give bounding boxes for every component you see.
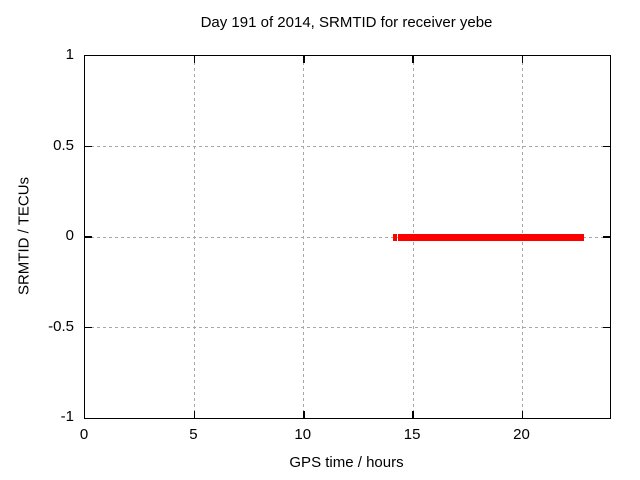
series-segment-srmtid xyxy=(393,233,397,241)
x-tick-top xyxy=(521,56,524,63)
x-tick-label: 0 xyxy=(79,426,89,443)
plot-area xyxy=(84,55,611,419)
x-tick-top xyxy=(303,56,305,63)
y-tick-label: -0.5 xyxy=(48,317,74,335)
x-tick-label: 10 xyxy=(294,426,312,443)
y-tick-label: 0.5 xyxy=(53,136,74,154)
chart-title: Day 191 of 2014, SRMTID for receiver yeb… xyxy=(200,14,493,31)
x-tick-bottom xyxy=(303,411,305,418)
y-tick-left xyxy=(85,145,92,148)
x-tick-top xyxy=(412,56,414,63)
series-segment-srmtid xyxy=(398,233,584,241)
y-tick-label: 1 xyxy=(65,46,74,63)
x-tick-label: 15 xyxy=(403,426,421,443)
x-tick-label: 5 xyxy=(189,426,198,443)
x-tick-bottom xyxy=(193,411,196,418)
y-tick-right xyxy=(603,236,610,238)
y-tick-left xyxy=(85,236,92,238)
y-tick-label: 0 xyxy=(65,227,74,244)
y-tick-left xyxy=(85,326,92,329)
gridline-horizontal xyxy=(85,146,610,147)
gridline-horizontal xyxy=(85,327,610,328)
x-tick-bottom xyxy=(412,411,414,418)
y-tick-right xyxy=(603,326,610,329)
x-axis-label: GPS time / hours xyxy=(289,454,404,471)
y-tick-label: -1 xyxy=(60,408,74,425)
x-tick-label: 20 xyxy=(513,426,530,443)
x-tick-top xyxy=(193,56,196,63)
y-tick-right xyxy=(603,145,610,148)
gridline-horizontal xyxy=(85,236,610,238)
x-tick-bottom xyxy=(521,411,524,418)
